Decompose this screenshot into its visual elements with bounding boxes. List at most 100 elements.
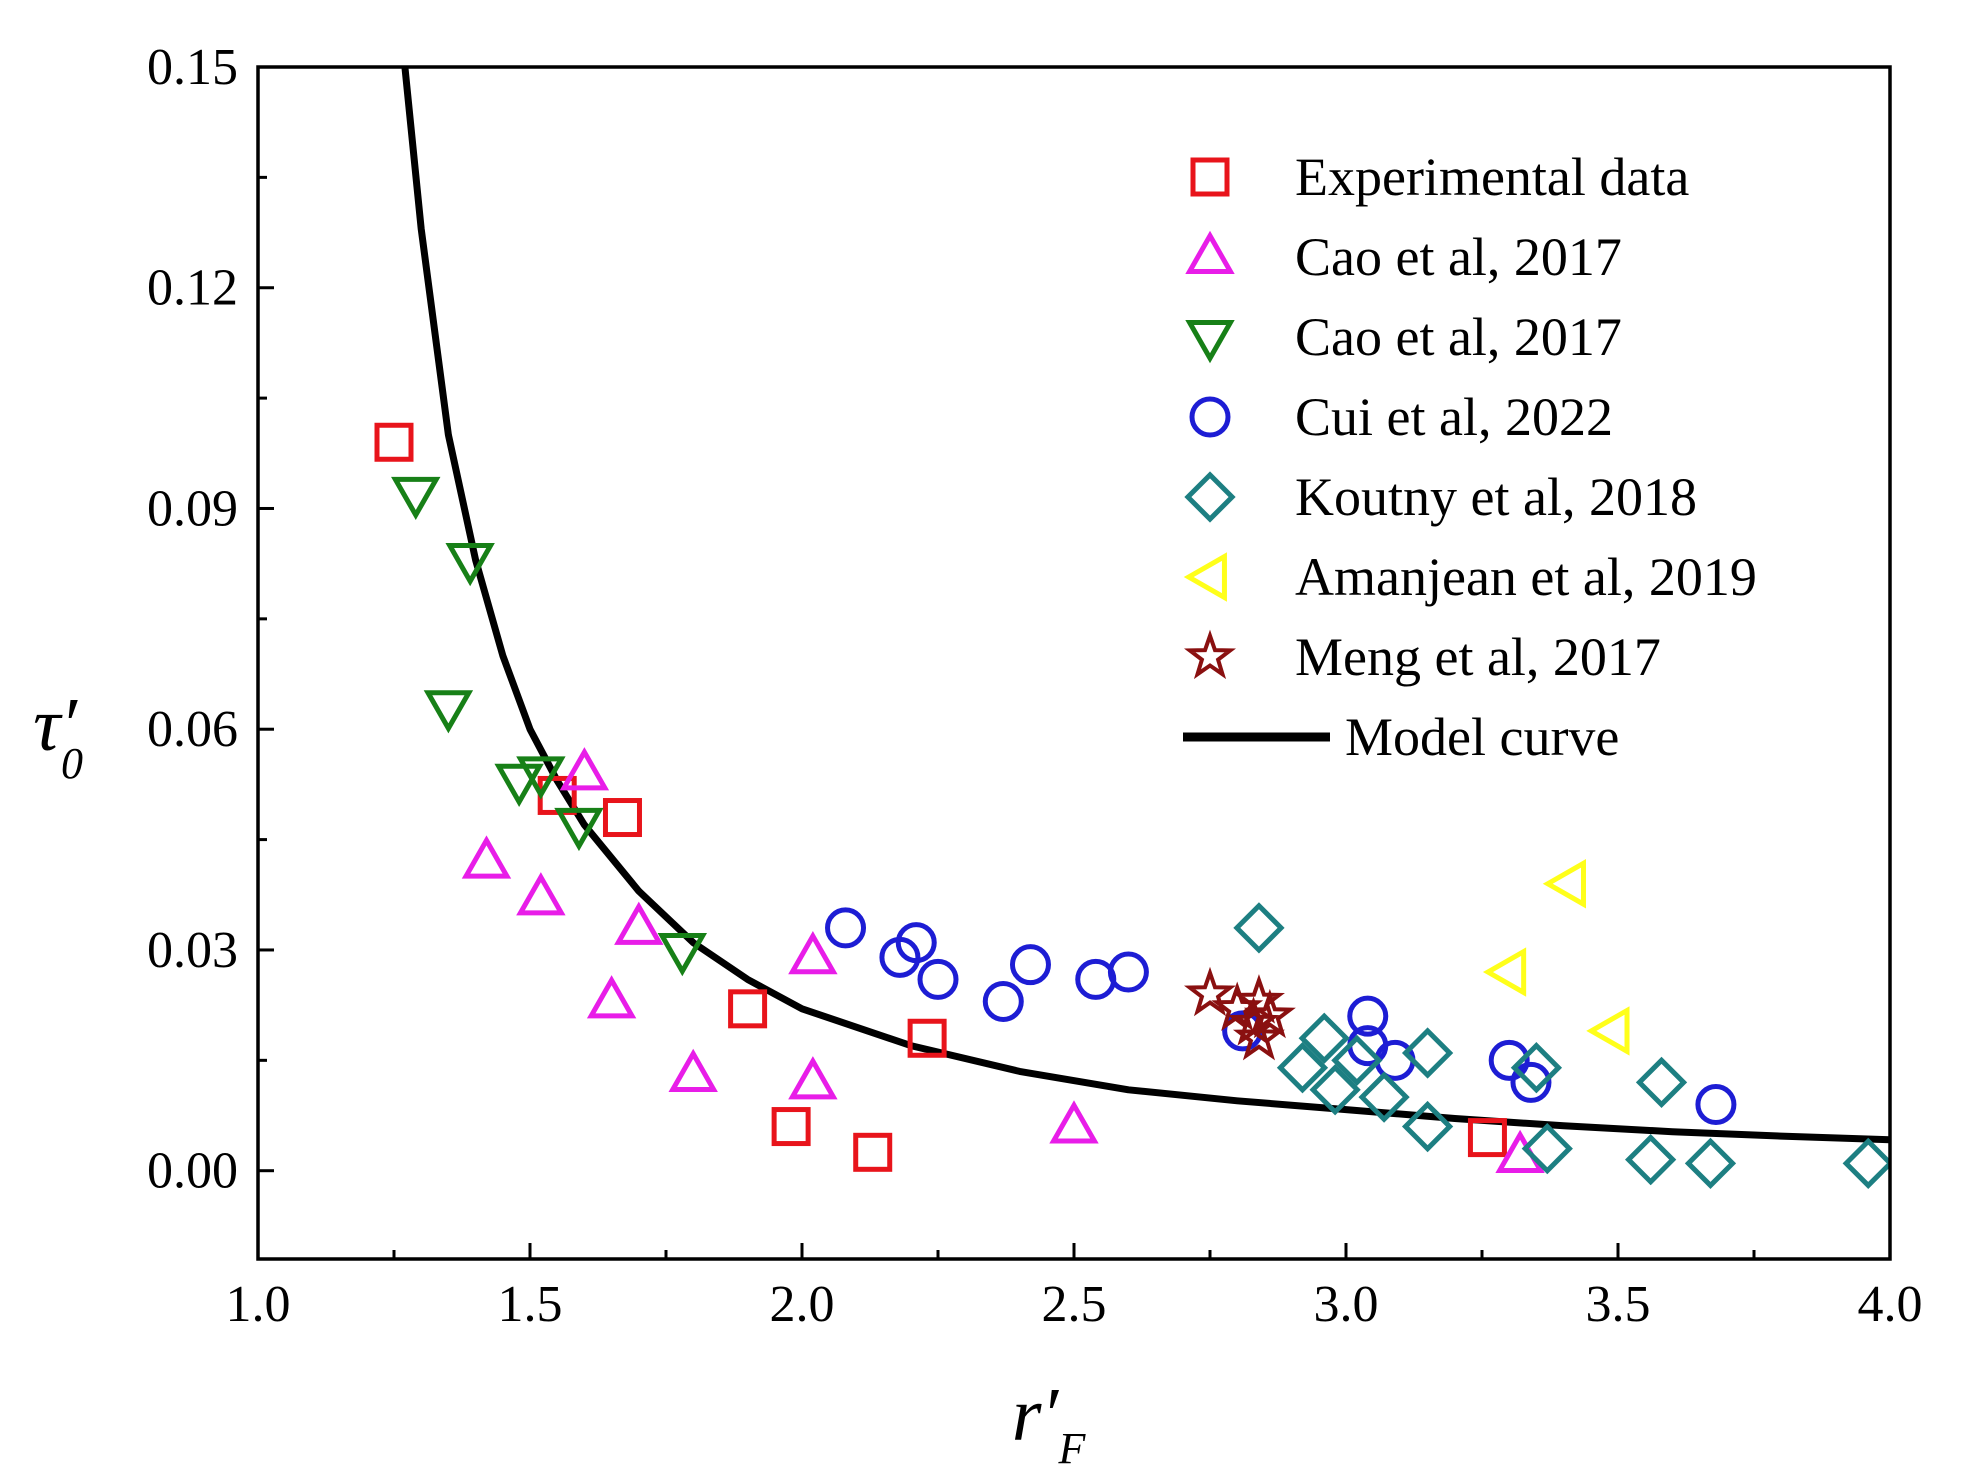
data-point: [445, 543, 495, 587]
data-point: [1049, 1100, 1099, 1144]
legend-label: Koutny et al, 2018: [1295, 467, 1697, 527]
y-tick-label: 0.00: [147, 1143, 238, 1200]
plot-area: [256, 65, 1892, 1261]
legend-marker: [1183, 629, 1237, 680]
data-point: [614, 901, 664, 945]
data-point: [1510, 1061, 1552, 1103]
data-point: [1347, 995, 1389, 1037]
y-tick-label: 0.09: [147, 480, 238, 537]
legend-label: Experimental data: [1295, 147, 1689, 207]
data-point: [1625, 1134, 1677, 1186]
model-curve-line: [401, 67, 1890, 1144]
y-tick-label: 0.06: [147, 701, 238, 758]
data-point: [461, 835, 512, 879]
y-axis-label: τ′: [33, 683, 78, 767]
data-point: [1842, 1137, 1890, 1189]
x-tick-label: 2.5: [1042, 1276, 1107, 1333]
legend-marker: [1184, 471, 1236, 523]
legend-item: Meng et al, 2017: [1183, 627, 1661, 687]
data-point: [1298, 1012, 1350, 1064]
data-point: [1331, 1034, 1383, 1086]
data-point: [391, 476, 441, 521]
data-markers-layer: [374, 422, 1890, 1189]
y-tick-label: 0.15: [147, 39, 238, 96]
data-point: [668, 1048, 718, 1092]
data-point: [1232, 1010, 1285, 1061]
legend-marker: [1190, 157, 1230, 197]
data-point: [516, 756, 566, 800]
series-4-diamond: [1233, 902, 1890, 1189]
data-point: [1358, 1071, 1410, 1123]
y-tick-label: 0.03: [147, 922, 238, 979]
legend-marker: [1189, 396, 1231, 438]
legend: Experimental data Cao et al, 2017 Cao et a…: [1183, 147, 1757, 767]
legend-marker: [1185, 230, 1235, 274]
data-point: [771, 1107, 811, 1147]
series-2-triangle-down: [391, 476, 708, 977]
series-5-triangle-left: [1482, 859, 1630, 1056]
data-point: [788, 931, 838, 975]
data-point: [907, 1018, 947, 1058]
data-point: [374, 422, 414, 462]
data-point: [1695, 1083, 1737, 1125]
legend-item: Cui et al, 2022: [1189, 387, 1613, 447]
legend-item: Cao et al, 2017: [1185, 227, 1622, 287]
y-axis: 0.00 0.03 0.06 0.09 0.12 0.15: [147, 39, 274, 1200]
data-point: [1482, 947, 1527, 997]
data-point: [423, 690, 474, 734]
data-point: [1401, 1027, 1454, 1079]
legend-label: Cui et al, 2022: [1295, 387, 1613, 447]
y-tick-label: 0.12: [147, 260, 238, 317]
x-tick-label: 4.0: [1858, 1276, 1923, 1333]
legend-marker: [1183, 552, 1227, 602]
data-point: [1107, 951, 1149, 993]
x-tick-label: 3.5: [1586, 1276, 1651, 1333]
data-point: [1309, 1064, 1361, 1116]
data-point: [1684, 1137, 1737, 1189]
data-point: [825, 907, 867, 949]
data-point: [1488, 1039, 1530, 1081]
data-point: [1635, 1056, 1688, 1109]
data-point: [1276, 1042, 1329, 1094]
legend-label: Cao et al, 2017: [1295, 307, 1622, 367]
data-point: [788, 1056, 838, 1100]
legend-item: Cao et al, 2017: [1185, 307, 1622, 367]
data-point: [1510, 1042, 1563, 1094]
legend-item: Koutny et al, 2018: [1184, 467, 1697, 527]
data-point: [917, 958, 959, 1000]
x-tick-label: 1.0: [226, 1276, 291, 1333]
legend-label: Cao et al, 2017: [1295, 227, 1622, 287]
legend-item: Experimental data: [1190, 147, 1689, 207]
data-point: [1243, 988, 1296, 1039]
data-point: [1183, 966, 1237, 1017]
data-point: [559, 747, 610, 791]
data-point: [982, 980, 1024, 1022]
data-point: [1586, 1006, 1630, 1056]
series-1-triangle-up: [461, 747, 1545, 1173]
data-point: [1401, 1100, 1454, 1153]
x-axis-label: r′: [1012, 1373, 1060, 1457]
x-tick-label: 2.0: [770, 1276, 835, 1333]
legend-marker: [1185, 320, 1235, 364]
legend-label: Model curve: [1345, 707, 1619, 767]
data-point: [895, 922, 937, 964]
data-point: [602, 798, 642, 838]
legend-label: Meng et al, 2017: [1295, 627, 1661, 687]
data-point: [1233, 902, 1285, 954]
data-point: [853, 1132, 893, 1172]
x-tick-label: 1.5: [498, 1276, 563, 1333]
data-point: [1521, 1122, 1573, 1175]
y-axis-label-subscript: 0: [61, 739, 83, 788]
series-6-star: [1183, 966, 1296, 1061]
x-axis-title: r′ F: [1012, 1373, 1087, 1473]
legend-item-model-curve: Model curve: [1183, 707, 1619, 767]
data-point: [1542, 859, 1586, 909]
x-axis: 1.0 1.5 2.0 2.5 3.0 3.5 4.0: [226, 1243, 1923, 1333]
legend-item: Amanjean et al, 2019: [1183, 547, 1757, 607]
x-axis-label-subscript: F: [1058, 1424, 1087, 1473]
data-point: [728, 989, 768, 1029]
data-point: [494, 763, 544, 808]
data-point: [586, 975, 637, 1019]
